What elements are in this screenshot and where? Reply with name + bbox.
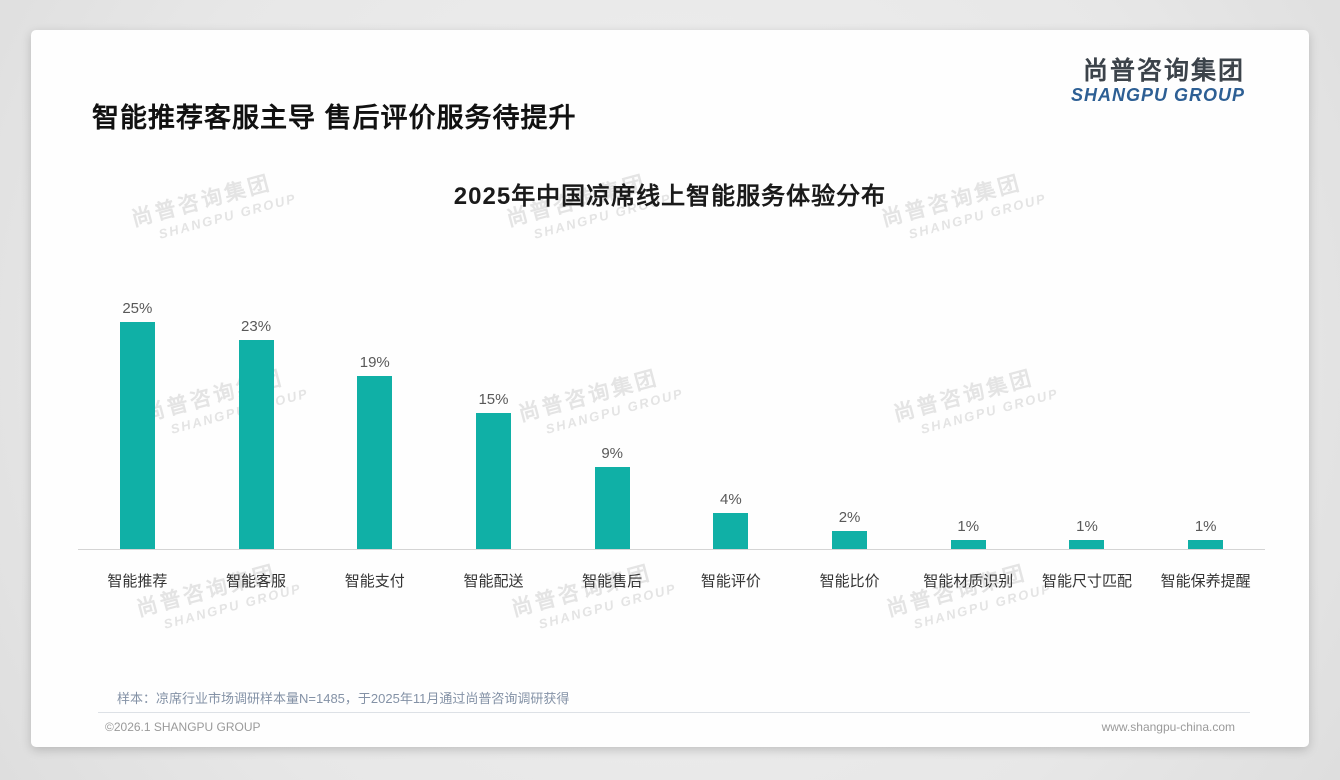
bar	[475, 412, 511, 549]
category-label: 智能尺寸匹配	[1041, 573, 1132, 590]
bar-value-label: 9%	[601, 445, 623, 463]
brand-watermark: 尚普咨询集团 SHANGPU GROUP	[508, 552, 678, 638]
bar-column: 1%	[909, 518, 1028, 549]
brand-logo-cn: 尚普咨询集团	[1082, 57, 1245, 85]
bar-column: 23%	[197, 318, 316, 549]
bar	[713, 512, 749, 549]
bar-value-label: 1%	[1076, 517, 1098, 535]
category-label: 智能配送	[463, 573, 524, 590]
bar	[1188, 539, 1224, 549]
category-label: 智能比价	[819, 573, 880, 590]
bar-value-label: 23%	[241, 318, 272, 336]
bar-column: 19%	[315, 354, 434, 549]
sample-note: 样本：凉席行业市场调研样本量N=1485，于2025年11月通过尚普咨询调研获得	[117, 691, 570, 706]
bar-column: 9%	[553, 445, 672, 549]
bar-chart-plot: 25% 23% 19% 15% 9% 4% 2% 1% 1% 1%	[78, 289, 1265, 549]
bar	[594, 467, 630, 549]
bar-column: 25%	[78, 300, 197, 549]
bar-value-label: 15%	[478, 390, 509, 408]
footer-divider	[98, 712, 1250, 713]
bar	[238, 340, 274, 549]
report-card: 尚普咨询集团 SHANGPU GROUP 尚普咨询集团 SHANGPU GROUP 尚普…	[31, 30, 1309, 747]
bar	[1069, 539, 1105, 549]
bar	[119, 322, 155, 549]
page-title: 智能推荐客服主导 售后评价服务待提升	[92, 103, 577, 133]
category-label: 智能支付	[344, 573, 405, 590]
brand-logo: 尚普咨询集团 SHANGPU GROUP	[1070, 57, 1245, 105]
bar	[357, 376, 393, 549]
category-label: 智能售后	[582, 573, 643, 590]
category-label: 智能保养提醒	[1160, 573, 1251, 590]
brand-watermark: 尚普咨询集团 SHANGPU GROUP	[133, 552, 303, 638]
category-label: 智能推荐	[107, 573, 168, 590]
category-label: 智能材质识别	[923, 573, 1014, 590]
category-axis: 智能推荐 智能客服 智能支付 智能配送 智能售后 智能评价 智能比价 智能材质识别 智能尺寸匹配…	[78, 570, 1265, 591]
brand-watermark: 尚普咨询集团 SHANGPU GROUP	[883, 552, 1053, 638]
copyright-text: ©2026.1 SHANGPU GROUP	[105, 720, 261, 734]
bar	[950, 539, 986, 549]
x-axis-line	[78, 549, 1265, 550]
bar-column: 15%	[434, 391, 553, 549]
category-label: 智能客服	[226, 573, 287, 590]
brand-logo-en: SHANGPU GROUP	[1070, 84, 1245, 105]
bar-column: 1%	[1146, 518, 1265, 549]
chart-title: 2025年中国凉席线上智能服务体验分布	[453, 183, 887, 210]
bar-column: 1%	[1028, 518, 1147, 549]
bar-column: 2%	[790, 509, 909, 549]
website-url: www.shangpu-china.com	[1101, 720, 1235, 734]
bar-value-label: 19%	[359, 354, 390, 372]
bar-value-label: 1%	[957, 517, 980, 535]
bar-value-label: 2%	[838, 508, 861, 526]
bar-value-label: 25%	[122, 300, 153, 317]
bar-value-label: 1%	[1194, 517, 1217, 535]
bar-value-label: 4%	[720, 490, 742, 508]
bar	[832, 530, 868, 549]
category-label: 智能评价	[700, 573, 761, 590]
bar-column: 4%	[672, 491, 791, 549]
